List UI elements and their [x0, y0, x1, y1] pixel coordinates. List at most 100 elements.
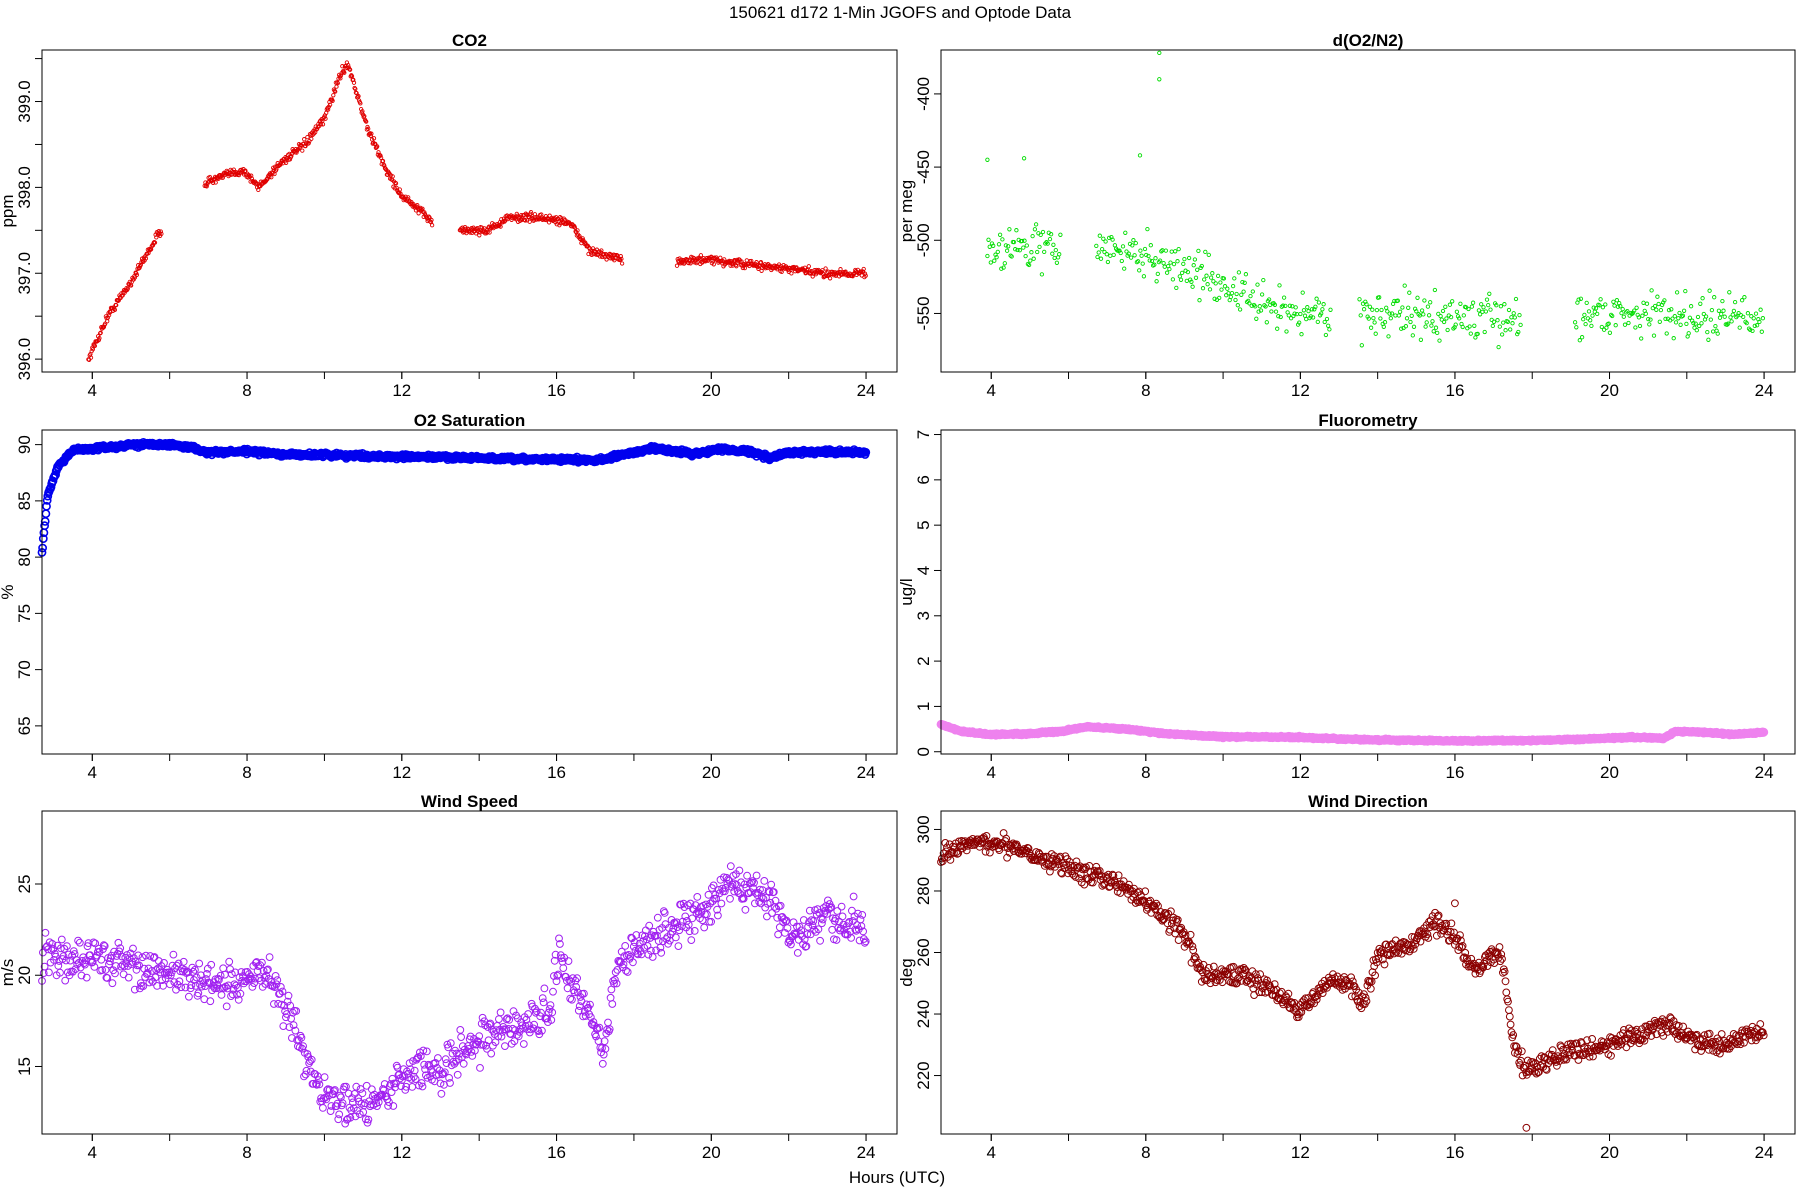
point [1256, 309, 1261, 314]
point [1710, 329, 1716, 334]
point [1185, 269, 1191, 275]
point [580, 236, 585, 241]
point [1211, 279, 1216, 284]
point [789, 271, 794, 276]
point [1377, 295, 1382, 300]
point [1045, 241, 1050, 246]
point [1671, 336, 1676, 341]
figure-xlabel: Hours (UTC) [849, 1168, 945, 1187]
point [1719, 311, 1724, 317]
point [1584, 300, 1589, 306]
point [1014, 228, 1019, 233]
point [1495, 318, 1500, 323]
point [1432, 287, 1438, 293]
point [397, 187, 402, 192]
point [270, 171, 275, 176]
x-tick-label: 4 [88, 763, 97, 782]
x-tick-label: 8 [242, 381, 251, 400]
point [1595, 311, 1600, 317]
y-tick-label: -400 [914, 77, 933, 111]
point [987, 244, 992, 249]
fluor-points [936, 719, 1769, 747]
point [1280, 303, 1286, 308]
x-tick-label: 12 [1291, 763, 1310, 782]
point [1309, 307, 1315, 312]
point [1097, 233, 1102, 238]
point [1106, 235, 1112, 241]
x-tick-label: 4 [987, 763, 996, 782]
point [1501, 320, 1506, 325]
point [1196, 248, 1201, 254]
point [1496, 344, 1501, 350]
point [1509, 315, 1514, 320]
point [527, 219, 532, 224]
point [1378, 316, 1383, 321]
point [711, 262, 716, 267]
point [222, 1002, 231, 1011]
point [305, 134, 310, 140]
point [498, 224, 503, 229]
point [159, 231, 164, 236]
point [1389, 311, 1395, 316]
point [1322, 319, 1327, 325]
point [1604, 325, 1609, 330]
point [1118, 250, 1123, 256]
point [697, 257, 702, 262]
point [1387, 311, 1392, 316]
point [42, 501, 51, 511]
point [1511, 311, 1516, 316]
point [457, 1033, 466, 1041]
point [309, 136, 314, 142]
point [1688, 304, 1694, 309]
point [1686, 331, 1691, 336]
point [1130, 243, 1135, 248]
point [375, 144, 380, 149]
point [501, 1042, 509, 1050]
point [1482, 329, 1487, 335]
point [1229, 290, 1235, 296]
point [618, 254, 623, 259]
point [1615, 304, 1621, 309]
point [1576, 297, 1581, 302]
point [1400, 305, 1405, 310]
point [1195, 267, 1200, 272]
point [1483, 309, 1489, 314]
point [1287, 303, 1293, 308]
point [389, 1102, 398, 1110]
point [1472, 323, 1477, 328]
point [1163, 248, 1169, 253]
point [1101, 236, 1106, 241]
point [1323, 332, 1329, 338]
point [1607, 330, 1613, 335]
point [98, 330, 103, 335]
point [1461, 313, 1466, 318]
point [1133, 240, 1138, 246]
point [1206, 252, 1211, 258]
point [1026, 262, 1032, 268]
point [1484, 297, 1490, 302]
point [1475, 331, 1480, 337]
point [1694, 328, 1699, 333]
point [476, 1064, 484, 1072]
point [1407, 290, 1412, 295]
point [986, 237, 991, 242]
co2-ylabel: ppm [0, 194, 17, 227]
point [1515, 331, 1520, 337]
point [1676, 316, 1681, 321]
point [1189, 279, 1194, 284]
point [75, 938, 84, 947]
point [1403, 324, 1409, 329]
point [1006, 244, 1011, 249]
point [92, 343, 98, 349]
x-tick-label: 20 [1600, 763, 1619, 782]
o2sat-points [37, 437, 871, 557]
y-tick-label: 396.0 [15, 338, 34, 381]
point [1751, 316, 1756, 321]
point [1487, 291, 1492, 296]
point [1191, 263, 1196, 268]
point [1701, 311, 1706, 317]
point [485, 229, 490, 235]
point [1621, 314, 1626, 319]
point [1428, 300, 1433, 305]
point [51, 470, 60, 480]
